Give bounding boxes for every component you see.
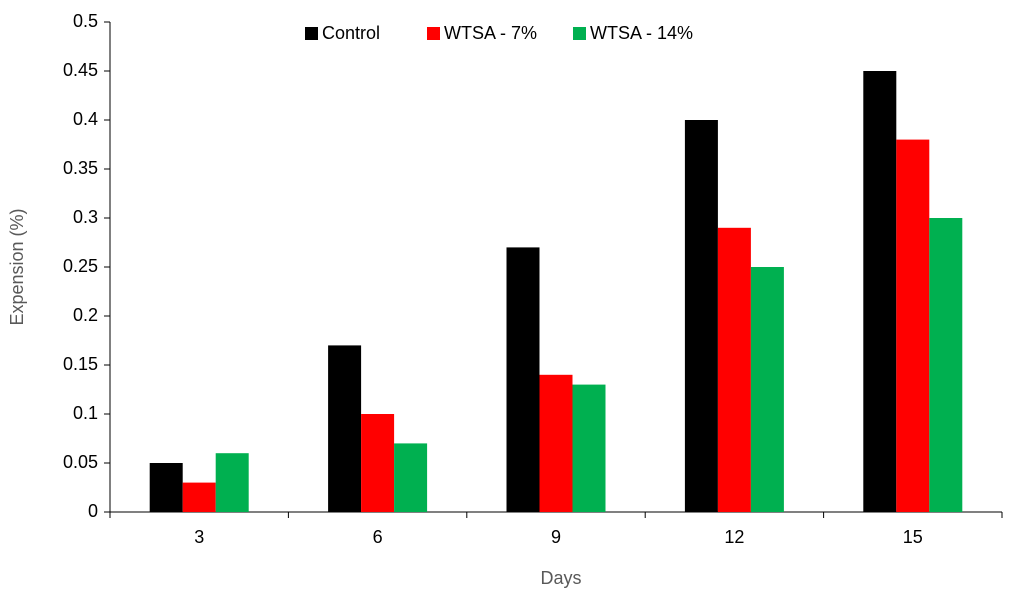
bar xyxy=(717,227,751,513)
y-tick-label: 0.05 xyxy=(63,452,98,472)
bar xyxy=(539,374,573,512)
y-tick-label: 0.45 xyxy=(63,60,98,80)
y-tick-label: 0.15 xyxy=(63,354,98,374)
y-tick-label: 0.1 xyxy=(73,403,98,423)
y-tick-label: 0.25 xyxy=(63,256,98,276)
x-tick-label: 12 xyxy=(724,527,744,547)
legend-swatch xyxy=(305,27,318,40)
y-tick-label: 0 xyxy=(88,501,98,521)
y-axis-title: Expension (%) xyxy=(7,208,27,325)
x-tick-label: 15 xyxy=(903,527,923,547)
y-tick-label: 0.2 xyxy=(73,305,98,325)
y-tick-label: 0.35 xyxy=(63,158,98,178)
bar xyxy=(182,482,216,512)
legend-label: WTSA - 7% xyxy=(444,23,537,43)
bar xyxy=(572,384,606,512)
x-tick-label: 3 xyxy=(194,527,204,547)
x-tick-label: 9 xyxy=(551,527,561,547)
legend-swatch xyxy=(427,27,440,40)
bar xyxy=(684,120,718,512)
legend-swatch xyxy=(573,27,586,40)
bar xyxy=(149,463,183,512)
y-tick-label: 0.3 xyxy=(73,207,98,227)
bar xyxy=(394,443,428,512)
bar xyxy=(361,414,395,512)
legend-label: Control xyxy=(322,23,380,43)
bar xyxy=(896,139,930,512)
x-axis-title: Days xyxy=(540,568,581,588)
bar xyxy=(750,267,784,512)
bar xyxy=(929,218,963,512)
legend-label: WTSA - 14% xyxy=(590,23,693,43)
x-tick-label: 6 xyxy=(373,527,383,547)
bar xyxy=(506,247,540,512)
bar xyxy=(863,71,897,512)
bar xyxy=(215,453,249,512)
y-tick-label: 0.5 xyxy=(73,11,98,31)
bar xyxy=(328,345,362,512)
y-tick-label: 0.4 xyxy=(73,109,98,129)
